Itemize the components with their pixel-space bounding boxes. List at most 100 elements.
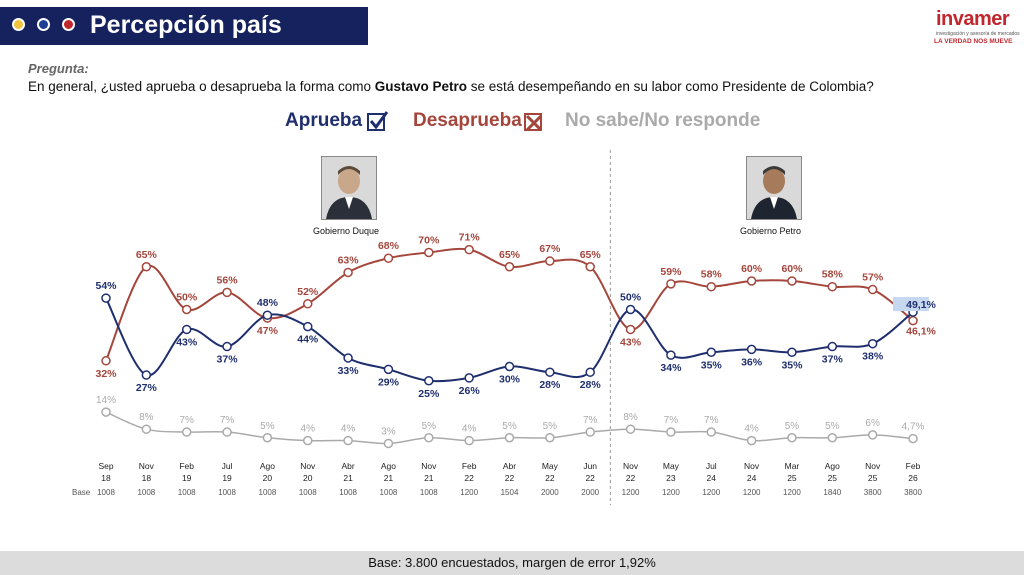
data-label-disapprove: 70% [418,235,440,247]
data-label-disapprove: 43% [620,336,642,348]
person-icon [747,157,801,219]
data-label-approve: 29% [378,376,400,388]
x-tick-year: 19 [182,473,192,483]
base-value: 1008 [299,488,317,497]
data-label-disapprove: 56% [217,274,239,286]
data-label-no-answer: 7% [583,415,598,426]
data-point-approve [867,338,878,349]
data-label-disapprove: 71% [459,232,481,244]
base-value: 3800 [864,488,882,497]
data-label-approve: 33% [338,365,360,377]
x-tick-year: 23 [666,473,676,483]
data-point-no-answer [827,433,838,443]
x-tick-year: 18 [101,473,111,483]
data-point-no-answer [343,435,353,446]
x-tick-year: 22 [626,473,636,483]
x-tick-month: Jul [222,461,233,471]
base-value: 1008 [97,488,115,497]
data-label-approve: 49,1% [906,299,936,311]
checkbox-cross-icon [524,113,543,132]
base-value: 1840 [823,488,841,497]
data-label-disapprove: 65% [499,249,521,261]
base-value: 1008 [259,488,277,497]
data-label-no-answer: 5% [260,421,275,432]
x-tick-month: Feb [179,461,194,471]
data-label-no-answer: 5% [422,421,437,432]
data-point-no-answer [746,435,757,446]
data-label-disapprove: 57% [862,272,884,284]
data-point-no-answer [181,427,192,437]
base-value: 1200 [662,488,680,497]
data-label-no-answer: 7% [220,415,235,426]
base-value: 1008 [339,488,357,497]
data-point-disapprove [867,284,878,295]
base-value: 1008 [137,488,155,497]
data-point-approve [585,367,595,377]
data-point-no-answer [424,433,434,443]
data-point-disapprove [424,247,434,258]
data-point-approve [262,310,273,320]
header-bar: Percepción país [0,7,368,45]
data-label-approve: 54% [95,280,117,292]
data-point-approve [625,304,636,315]
x-tick-month: Nov [421,461,437,471]
x-tick-year: 26 [908,473,918,483]
x-tick-month: Nov [865,461,881,471]
data-label-no-answer: 5% [825,421,840,432]
data-label-disapprove: 59% [660,266,682,278]
base-value: 1200 [702,488,720,497]
data-label-no-answer: 4,7% [902,422,925,433]
base-value: 1200 [460,488,478,497]
data-point-approve [746,344,757,355]
footer-bar: Base: 3.800 encuestados, margen de error… [0,551,1024,575]
data-point-disapprove [141,262,152,272]
data-label-approve: 30% [499,374,521,386]
x-tick-month: Abr [503,461,516,471]
x-tick-month: Abr [341,461,354,471]
person-icon [322,157,376,219]
data-point-no-answer [585,427,595,437]
base-value: 1008 [420,488,438,497]
data-point-no-answer [101,407,111,417]
blue-dot-icon [37,18,50,31]
data-label-approve: 37% [217,354,239,366]
data-point-disapprove [383,253,394,263]
legend-no-answer: No sabe/No responde [565,110,761,131]
data-label-no-answer: 4% [341,424,356,435]
data-label-disapprove: 46,1% [906,326,936,338]
legend-approve: Aprueba [285,110,363,131]
data-label-no-answer: 4% [462,424,477,435]
data-label-approve: 26% [459,385,481,397]
x-tick-year: 20 [263,473,273,483]
data-label-approve: 35% [781,359,803,371]
data-point-no-answer [464,435,474,446]
data-label-no-answer: 6% [865,418,880,429]
x-tick-year: 18 [142,473,152,483]
data-point-approve [827,341,838,352]
data-point-no-answer [625,424,636,434]
data-point-approve [141,370,152,380]
data-point-disapprove [181,304,192,315]
x-tick-year: 24 [747,473,757,483]
data-label-disapprove: 50% [176,292,198,304]
red-dot-icon [62,18,75,31]
data-point-no-answer [545,433,555,443]
logo-name: invamer [936,8,1010,30]
data-point-disapprove [585,262,595,272]
x-tick-year: 25 [787,473,797,483]
data-point-approve [424,376,434,386]
data-label-disapprove: 32% [95,368,117,380]
data-label-approve: 25% [418,388,440,400]
data-label-approve: 27% [136,382,158,394]
data-label-approve: 28% [580,379,602,391]
question-text-before: En general, ¿usted aprueba o desaprueba … [28,79,375,94]
data-label-no-answer: 3% [381,426,396,437]
invamer-logo: invamer investigación y asesoría de merc… [930,8,1020,48]
data-label-disapprove: 60% [781,263,803,275]
data-point-disapprove [303,299,313,309]
x-tick-year: 21 [424,473,434,483]
base-value: 1008 [380,488,398,497]
data-label-no-answer: 5% [543,421,558,432]
legend-disapprove: Desaprueba [413,110,522,131]
data-point-disapprove [464,244,474,255]
